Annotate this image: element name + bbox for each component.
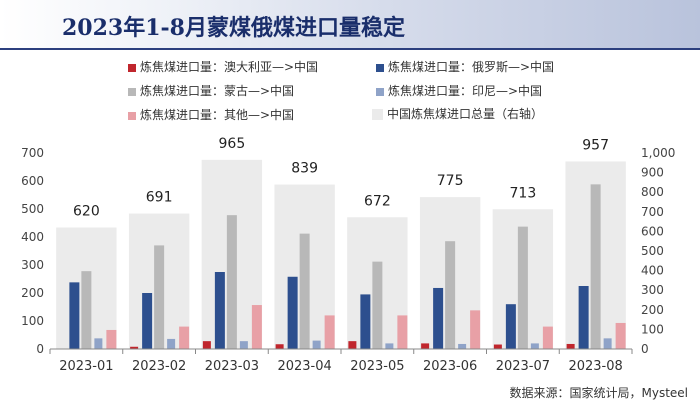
total-data-label: 672 bbox=[364, 193, 391, 209]
series-bar bbox=[470, 310, 481, 349]
legend-label: 炼焦煤进口量：蒙古—>中国 bbox=[140, 84, 295, 98]
series-bar bbox=[385, 343, 394, 349]
series-bar bbox=[106, 329, 117, 349]
source-note: 数据来源：国家统计局，Mysteel bbox=[509, 386, 688, 400]
legend-swatch bbox=[128, 63, 136, 72]
series-bar bbox=[312, 340, 321, 349]
y-right-tick-label: 0 bbox=[641, 342, 649, 356]
series-bar bbox=[493, 344, 502, 349]
y-right-tick-label: 300 bbox=[641, 283, 664, 297]
plot-area: 620 691 965 839 672 775 713 957 2023-01 2023-02 20… bbox=[21, 136, 675, 374]
series-bar bbox=[566, 343, 575, 349]
y-right-tick-label: 500 bbox=[641, 244, 664, 258]
x-tick-label: 2023-01 bbox=[59, 359, 113, 374]
x-tick-label: 2023-02 bbox=[132, 359, 186, 374]
legend-item-australia: 炼焦煤进口量：澳大利亚—>中国 bbox=[128, 58, 318, 75]
series-bar bbox=[615, 322, 626, 349]
y-right-tick-label: 700 bbox=[641, 205, 664, 219]
series-bar bbox=[299, 233, 310, 349]
series-bar bbox=[348, 341, 357, 349]
legend-item-other: 炼焦煤进口量：其他—>中国 bbox=[128, 106, 294, 123]
total-data-label: 775 bbox=[437, 173, 464, 189]
legend-swatch bbox=[372, 109, 383, 120]
series-bar bbox=[167, 338, 176, 349]
series-bar bbox=[458, 343, 467, 349]
page-title: 2023年1-8月蒙煤俄煤进口量稳定 bbox=[62, 15, 405, 41]
series-bar bbox=[94, 338, 103, 349]
legend-swatch bbox=[128, 111, 136, 120]
title-rule bbox=[0, 48, 700, 50]
legend-item-mongolia: 炼焦煤进口量：蒙古—>中国 bbox=[128, 82, 294, 99]
series-bar bbox=[360, 294, 371, 349]
title-bar bbox=[0, 0, 700, 50]
x-tick-label: 2023-06 bbox=[423, 359, 477, 374]
legend-label: 炼焦煤进口量：其他—>中国 bbox=[140, 108, 295, 122]
y-left-tick-label: 500 bbox=[21, 202, 44, 216]
legend-label: 炼焦煤进口量：澳大利亚—>中国 bbox=[140, 60, 319, 74]
x-tick-label: 2023-08 bbox=[568, 359, 622, 374]
total-data-label: 713 bbox=[510, 185, 537, 201]
y-left-tick-label: 700 bbox=[21, 146, 44, 160]
y-right-tick-label: 1,000 bbox=[641, 146, 675, 160]
legend-label: 炼焦煤进口量：俄罗斯—>中国 bbox=[388, 60, 555, 74]
y-left-tick-label: 400 bbox=[21, 230, 44, 244]
y-left-tick-label: 0 bbox=[36, 342, 44, 356]
total-data-label: 839 bbox=[291, 161, 318, 177]
legend-item-russia: 炼焦煤进口量：俄罗斯—>中国 bbox=[376, 58, 554, 75]
x-tick-label: 2023-07 bbox=[496, 359, 550, 374]
series-bar bbox=[202, 341, 211, 349]
series-bar bbox=[445, 241, 456, 349]
legend-swatch bbox=[128, 87, 136, 96]
total-data-label: 691 bbox=[146, 190, 173, 206]
series-bar bbox=[142, 293, 153, 349]
legend-label: 炼焦煤进口量：印尼—>中国 bbox=[388, 84, 543, 98]
series-bar bbox=[214, 272, 225, 349]
y-right-tick-label: 800 bbox=[641, 185, 664, 199]
series-bar bbox=[226, 215, 237, 349]
series-bar bbox=[372, 261, 383, 349]
series-bar bbox=[578, 286, 589, 349]
series-bar bbox=[517, 226, 528, 349]
series-bar bbox=[397, 315, 408, 349]
series-bar bbox=[69, 282, 80, 349]
legend-item-total: 中国炼焦煤进口总量（右轴） bbox=[372, 105, 543, 122]
total-data-label: 957 bbox=[582, 137, 609, 153]
series-bar bbox=[130, 346, 139, 349]
series-bar bbox=[530, 343, 539, 349]
legend-swatch bbox=[376, 87, 384, 96]
series-bar bbox=[275, 344, 284, 349]
y-left-tick-label: 100 bbox=[21, 314, 44, 328]
x-tick-label: 2023-04 bbox=[277, 359, 331, 374]
x-tick-label: 2023-05 bbox=[350, 359, 404, 374]
y-right-tick-label: 900 bbox=[641, 166, 664, 180]
series-bar bbox=[239, 341, 248, 349]
y-left-tick-label: 600 bbox=[21, 174, 44, 188]
total-data-label: 620 bbox=[73, 203, 100, 219]
series-bar bbox=[590, 184, 601, 349]
total-data-label: 965 bbox=[219, 136, 246, 152]
series-bar bbox=[433, 287, 444, 349]
y-left-tick-label: 300 bbox=[21, 258, 44, 272]
series-bar bbox=[81, 271, 92, 349]
y-left-tick-label: 200 bbox=[21, 286, 44, 300]
series-bar bbox=[179, 326, 190, 349]
series-bar bbox=[542, 326, 553, 349]
x-tick-label: 2023-03 bbox=[205, 359, 259, 374]
legend-label: 中国炼焦煤进口总量（右轴） bbox=[387, 107, 544, 121]
legend-item-indonesia: 炼焦煤进口量：印尼—>中国 bbox=[376, 82, 542, 99]
series-bar bbox=[421, 343, 430, 349]
y-right-tick-label: 100 bbox=[641, 322, 664, 336]
legend-swatch bbox=[376, 63, 384, 72]
y-right-tick-label: 600 bbox=[641, 224, 664, 238]
series-bar bbox=[154, 245, 165, 349]
series-bar bbox=[603, 338, 612, 349]
series-bar bbox=[324, 315, 335, 349]
y-right-tick-label: 400 bbox=[641, 264, 664, 278]
series-bar bbox=[505, 304, 516, 349]
series-bar bbox=[251, 305, 262, 349]
series-bar bbox=[287, 276, 298, 349]
y-right-tick-label: 200 bbox=[641, 303, 664, 317]
